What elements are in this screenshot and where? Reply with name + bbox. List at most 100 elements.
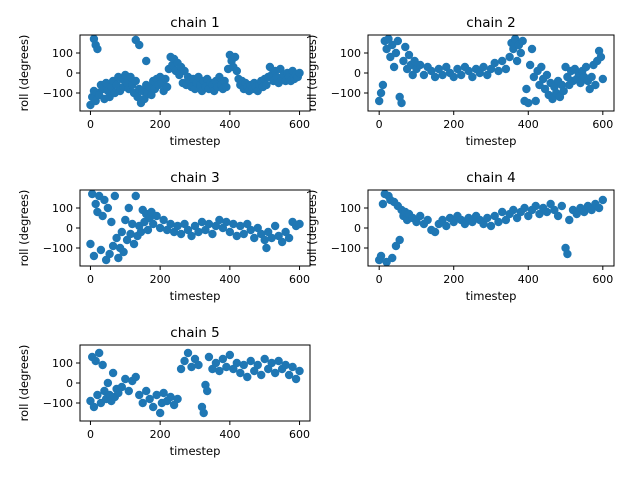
data-point: [399, 56, 408, 66]
x-tick-label: 400: [518, 118, 539, 131]
y-tick-label: −100: [43, 397, 73, 410]
x-axis-label: timestep: [466, 134, 517, 148]
data-point: [131, 76, 140, 86]
y-tick-label: 0: [354, 222, 361, 235]
x-tick-label: 200: [150, 428, 171, 441]
data-point: [131, 372, 140, 382]
data-point: [142, 56, 151, 66]
data-point: [236, 368, 245, 378]
data-point: [225, 227, 235, 237]
data-point: [430, 227, 440, 237]
data-point: [430, 72, 440, 82]
data-point: [295, 68, 304, 78]
data-point: [550, 205, 559, 215]
data-point: [183, 348, 193, 358]
data-point: [159, 215, 168, 225]
data-point: [94, 348, 104, 358]
data-point: [93, 44, 102, 54]
data-point: [524, 98, 533, 108]
data-point: [475, 68, 485, 78]
y-tick-label: 100: [340, 47, 361, 60]
data-point: [529, 72, 539, 82]
x-tick-label: 0: [376, 118, 383, 131]
data-point: [537, 62, 546, 72]
data-point: [225, 350, 235, 360]
data-point: [559, 86, 568, 96]
data-point: [218, 354, 228, 364]
data-point: [401, 42, 410, 52]
data-point: [598, 195, 608, 205]
x-tick-label: 0: [87, 118, 94, 131]
x-tick-label: 200: [443, 118, 464, 131]
data-point: [89, 251, 99, 261]
data-point: [135, 390, 144, 400]
data-point: [295, 366, 304, 376]
data-point: [423, 215, 432, 225]
data-point: [479, 219, 488, 229]
data-point: [497, 207, 507, 217]
subplot-chain-2: 0 200 400 600 −100 0 100 chain 2 timestep roll (d…: [305, 15, 615, 148]
scatter-series: [86, 348, 304, 418]
data-point: [449, 72, 458, 82]
data-point: [232, 66, 242, 76]
x-tick-label: 600: [289, 428, 310, 441]
data-point: [464, 66, 473, 76]
data-point: [121, 374, 130, 384]
data-point: [152, 211, 161, 221]
data-point: [527, 44, 537, 54]
data-point: [427, 66, 436, 76]
data-point: [257, 370, 266, 380]
y-axis-label: roll (degrees): [17, 35, 31, 112]
data-point: [215, 366, 224, 376]
data-point: [260, 354, 269, 364]
data-point: [598, 74, 608, 84]
data-point: [468, 72, 477, 82]
y-tick-label: 100: [340, 202, 361, 215]
data-point: [89, 402, 99, 412]
data-point: [591, 80, 600, 90]
data-point: [531, 96, 540, 106]
data-point: [295, 219, 304, 229]
data-point: [204, 219, 214, 229]
data-point: [110, 191, 120, 201]
data-point: [253, 360, 262, 370]
data-point: [105, 249, 114, 259]
y-axis-label: roll (degrees): [305, 35, 319, 112]
data-point: [236, 221, 245, 231]
data-point: [456, 70, 466, 80]
x-tick-label: 0: [376, 273, 383, 286]
x-tick-label: 0: [87, 428, 94, 441]
data-point: [542, 207, 552, 217]
data-point: [211, 358, 221, 368]
data-point: [222, 362, 231, 372]
y-tick-label: 0: [66, 377, 73, 390]
data-point: [563, 249, 572, 259]
scatter-series: [374, 190, 608, 266]
data-point: [518, 36, 527, 46]
data-point: [438, 215, 447, 225]
data-point: [281, 360, 290, 370]
data-point: [96, 245, 106, 255]
data-point: [483, 213, 492, 223]
data-point: [121, 215, 130, 225]
data-point: [442, 62, 451, 72]
data-point: [388, 253, 397, 263]
data-point: [509, 205, 518, 215]
data-point: [415, 60, 425, 70]
scatter-series: [374, 35, 608, 108]
x-axis-label: timestep: [170, 134, 221, 148]
data-point: [594, 203, 604, 213]
data-point: [596, 52, 606, 62]
data-point: [587, 72, 596, 82]
data-point: [129, 239, 139, 249]
y-tick-label: −100: [331, 242, 361, 255]
data-point: [232, 231, 242, 241]
data-point: [434, 64, 444, 74]
data-point: [542, 70, 552, 80]
y-axis-label: roll (degrees): [305, 190, 319, 267]
data-point: [460, 219, 470, 229]
data-point: [490, 58, 499, 68]
data-point: [197, 217, 207, 227]
data-point: [453, 64, 462, 74]
data-point: [117, 227, 127, 237]
